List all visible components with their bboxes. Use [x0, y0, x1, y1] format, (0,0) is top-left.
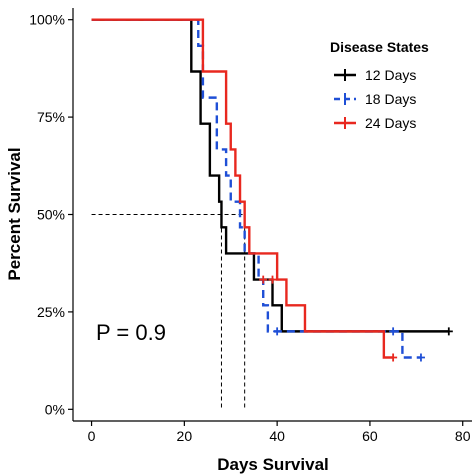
y-tick-label: 25% [37, 304, 65, 320]
censor-mark-12-days [444, 327, 453, 336]
x-tick-label: 20 [177, 428, 193, 444]
axes: 0 20 40 60 80 0% 25% 50% 75% 100% [29, 8, 472, 444]
x-tick-label: 40 [269, 428, 285, 444]
legend-title: Disease States [330, 39, 429, 55]
series-line-18-days [91, 18, 421, 359]
censor-mark-24-days [389, 353, 398, 362]
x-tick-label: 80 [455, 428, 471, 444]
legend-label-24-days: 24 Days [365, 115, 416, 131]
y-tick-label: 50% [37, 207, 65, 223]
y-axis-title: Percent Survival [5, 147, 24, 280]
survival-curves [91, 18, 453, 362]
censor-mark-24-days [268, 275, 277, 284]
y-tick-label: 0% [45, 401, 65, 417]
y-tick-label: 100% [29, 12, 65, 28]
x-axis-title: Days Survival [217, 455, 329, 474]
legend-label-18-days: 18 Days [365, 91, 416, 107]
censor-mark-18-days [416, 353, 425, 362]
censor-mark-18-days [273, 327, 282, 336]
series-line-12-days [91, 18, 449, 333]
p-value-annotation: P = 0.9 [96, 320, 166, 345]
y-tick-label: 75% [37, 109, 65, 125]
x-tick-label: 60 [362, 428, 378, 444]
x-tick-label: 0 [88, 428, 96, 444]
censor-mark-18-days [389, 327, 398, 336]
median-reference-lines [91, 214, 246, 410]
censor-mark-24-days [259, 275, 268, 284]
legend: 12 Days 18 Days 24 Days [334, 67, 416, 131]
legend-label-12-days: 12 Days [365, 67, 416, 83]
series-line-24-days [91, 18, 394, 359]
